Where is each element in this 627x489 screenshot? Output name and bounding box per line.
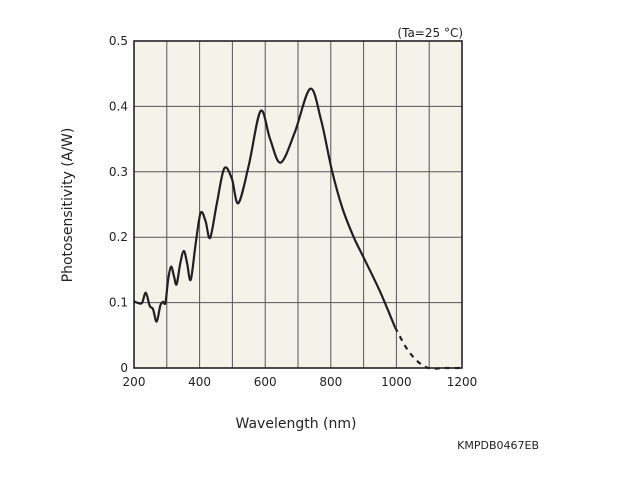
y-axis-title: Photosensitivity (A/W) (60, 128, 76, 283)
y-tick-label: 0.3 (109, 165, 128, 179)
plot-frame (133, 40, 463, 369)
x-tick-label: 200 (123, 375, 146, 389)
y-tick-label: 0.5 (109, 34, 128, 48)
x-tick-label: 600 (254, 375, 277, 389)
y-tick-label: 0.4 (109, 99, 128, 113)
x-tick-label: 1000 (381, 375, 412, 389)
document-code: KMPDB0467EB (457, 439, 539, 452)
series-measured (133, 87, 397, 328)
x-tick-label: 800 (319, 375, 342, 389)
y-tick-label: 0.1 (109, 296, 128, 310)
x-tick-labels: 200 400 600 800 1000 1200 (123, 375, 478, 389)
y-tick-label: 0.2 (109, 230, 128, 244)
x-axis-title: Wavelength (nm) (236, 416, 357, 432)
y-tick-labels: 0 0.1 0.2 0.3 0.4 0.5 (109, 34, 128, 375)
x-tick-label: 1200 (447, 375, 478, 389)
x-tick-label: 400 (188, 375, 211, 389)
y-tick-label: 0 (120, 361, 128, 375)
condition-note: (Ta=25 °C) (397, 26, 463, 40)
